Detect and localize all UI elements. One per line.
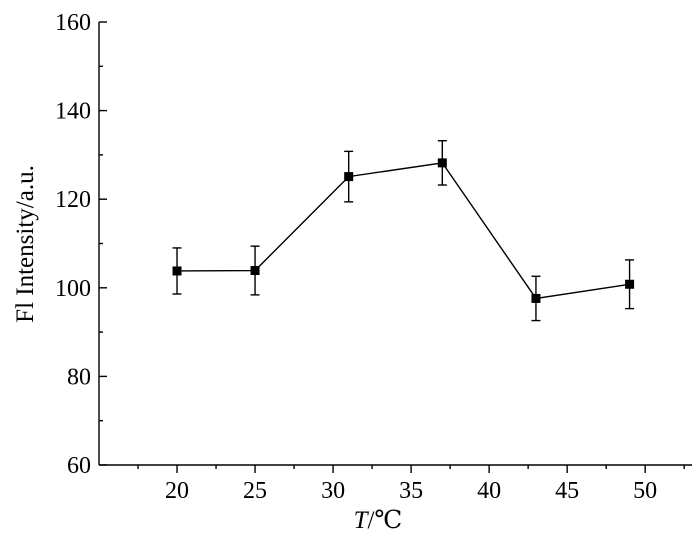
ticks: [99, 21, 685, 473]
x-axis-title: T/℃: [354, 507, 403, 534]
data-point-marker: [250, 266, 260, 276]
y-tick-label: 100: [55, 276, 91, 302]
data-markers: [172, 158, 635, 303]
y-tick-label: 160: [55, 10, 91, 36]
x-tick-label: 40: [477, 478, 501, 504]
series-line: [177, 162, 630, 300]
data-point-marker: [625, 279, 635, 289]
x-tick-label: 50: [633, 478, 657, 504]
x-axis-title-unit: /℃: [367, 507, 402, 534]
y-tick-label: 60: [67, 453, 91, 479]
x-tick-label: 45: [555, 478, 579, 504]
axes: [98, 22, 692, 466]
tick-labels: 60 80 100 120 140 160 20 25 30 35 40 45 50: [55, 10, 657, 504]
data-point-marker: [172, 266, 182, 276]
error-bars: [172, 140, 635, 322]
y-tick-label: 80: [67, 364, 91, 390]
x-tick-label: 25: [243, 478, 267, 504]
x-tick-label: 30: [321, 478, 345, 504]
data-series: [177, 162, 630, 300]
x-tick-label: 35: [399, 478, 423, 504]
y-tick-label: 120: [55, 187, 91, 213]
y-axis-title: Fl Intensity/a.u.: [12, 165, 39, 323]
x-tick-label: 20: [165, 478, 189, 504]
data-point-marker: [531, 293, 541, 303]
y-tick-label: 140: [55, 99, 91, 125]
x-axis-title-variable: T: [354, 507, 370, 534]
data-point-marker: [437, 158, 447, 168]
data-point-marker: [344, 172, 354, 182]
